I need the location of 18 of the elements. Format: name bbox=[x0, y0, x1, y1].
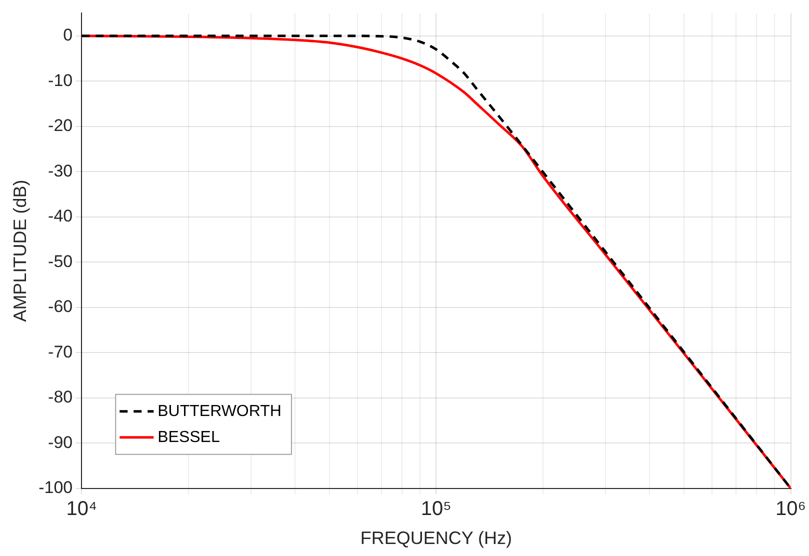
legend-label: BUTTERWORTH bbox=[158, 402, 282, 420]
y-tick-label: -40 bbox=[48, 206, 73, 226]
y-tick-label: -60 bbox=[48, 297, 73, 316]
x-axis-title: FREQUENCY (Hz) bbox=[360, 528, 512, 548]
y-tick-label: -80 bbox=[48, 388, 73, 407]
y-tick-label: -50 bbox=[48, 252, 73, 271]
y-axis-title: AMPLITUDE (dB) bbox=[10, 180, 30, 322]
y-tick-label: -10 bbox=[48, 70, 73, 90]
y-tick-label: -100 bbox=[38, 478, 73, 498]
x-tick-label: 10⁶ bbox=[776, 498, 806, 520]
x-tick-label: 10⁴ bbox=[66, 498, 98, 520]
legend-label: BESSEL bbox=[158, 428, 220, 446]
y-tick-label: 0 bbox=[63, 26, 73, 45]
y-tick-label: -30 bbox=[48, 161, 73, 180]
x-tick-label: 10⁵ bbox=[420, 498, 452, 520]
y-tick-label: -90 bbox=[48, 432, 73, 452]
y-tick-label: -20 bbox=[48, 116, 73, 136]
y-tick-label: -70 bbox=[48, 342, 73, 362]
